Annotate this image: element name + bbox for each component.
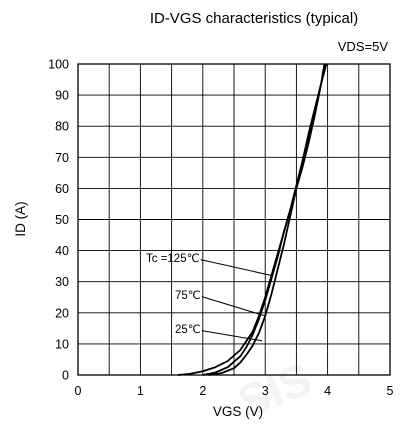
y-tick-label: 40 (55, 244, 69, 258)
y-tick-label: 80 (55, 120, 69, 134)
y-tick-label: 30 (55, 275, 69, 289)
y-axis-label: ID (A) (13, 201, 28, 236)
y-tick-label: 90 (55, 89, 69, 103)
x-axis-label: VGS (V) (213, 404, 263, 419)
y-tick-label: 60 (55, 182, 69, 196)
leader-line-1 (201, 296, 266, 317)
x-tick-label: 0 (75, 384, 82, 398)
y-tick-label: 70 (55, 151, 69, 165)
x-tick-label: 4 (324, 384, 331, 398)
x-tick-label: 5 (387, 384, 394, 398)
y-tick-label: 20 (55, 306, 69, 320)
x-tick-labels: 0 1 2 3 4 5 (75, 384, 394, 398)
label-leaders (200, 259, 272, 342)
y-tick-labels: 0 10 20 30 40 50 60 70 80 90 100 (48, 58, 69, 383)
x-tick-label: 2 (199, 384, 206, 398)
curve-series-2 (208, 63, 328, 376)
y-tick-label: 50 (55, 213, 69, 227)
x-tick-label: 1 (137, 384, 144, 398)
x-tick-label: 3 (262, 384, 269, 398)
chart-title: ID-VGS characteristics (typical) (150, 10, 358, 27)
leader-line-0 (200, 259, 272, 276)
plot-frame (77, 63, 391, 376)
leader-line-2 (201, 330, 263, 342)
curve-label-125c: Tc =125℃ (146, 253, 200, 265)
y-tick-label: 0 (62, 369, 69, 383)
y-tick-label: 100 (48, 58, 69, 72)
curve-label-25c: 25℃ (175, 324, 201, 336)
grid (78, 64, 390, 375)
y-tick-label: 10 (55, 337, 69, 351)
test-condition: VDS=5V (338, 39, 389, 54)
curve-label-75c: 75℃ (175, 290, 201, 302)
